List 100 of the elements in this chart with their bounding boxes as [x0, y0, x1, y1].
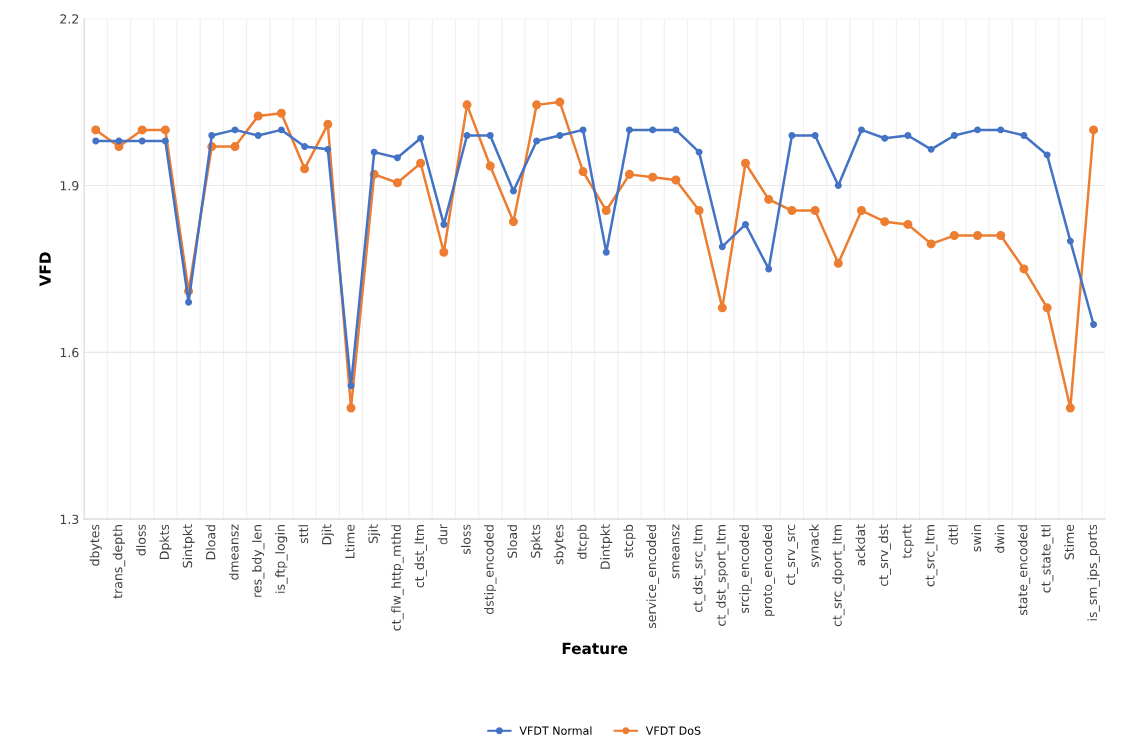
point: [717, 303, 727, 313]
point: [556, 131, 564, 139]
point: [324, 145, 332, 153]
x-tick-label: ct_src_ltm: [924, 525, 938, 587]
point: [810, 206, 820, 216]
point: [393, 154, 401, 162]
point: [323, 119, 333, 129]
x-tick-label: ackdat: [855, 524, 866, 566]
point: [91, 125, 101, 135]
point: [533, 137, 541, 145]
x-tick-label: service_encoded: [646, 525, 659, 629]
x-tick-label: sttl: [298, 525, 309, 544]
x-tick-label: ct_srv_dst: [878, 524, 891, 587]
point: [672, 126, 680, 134]
x-tick-label: dttl: [948, 525, 958, 545]
point: [742, 220, 749, 228]
point: [601, 206, 611, 216]
x-tick-label: ct_dst_src_ltm: [692, 525, 706, 612]
x-tick-label: synack: [809, 524, 822, 567]
x-tick-label: Sintpkt: [182, 524, 195, 568]
y-tick-label: 1.3: [60, 514, 79, 525]
x-tick-label: is_ftp_login: [275, 525, 288, 593]
x-tick-label: Stime: [1064, 524, 1074, 560]
point: [602, 248, 610, 256]
point: [347, 382, 355, 390]
point: [694, 206, 704, 216]
x-tick-label: proto_encoded: [762, 525, 775, 616]
x-tick-label: smeansz: [672, 524, 680, 579]
x-tick-label: srcip_encoded: [739, 525, 752, 613]
point: [1019, 264, 1029, 274]
point: [346, 403, 356, 413]
point: [765, 265, 773, 273]
x-tick-label: Dload: [205, 525, 216, 560]
point: [624, 169, 634, 179]
x-tick-label: stcpb: [623, 524, 636, 558]
point: [1020, 131, 1028, 139]
point: [625, 126, 633, 134]
point: [92, 137, 100, 145]
point: [508, 217, 518, 227]
point: [718, 243, 726, 251]
point: [485, 161, 495, 171]
x-tick-label: sbytes: [553, 524, 566, 565]
point: [439, 247, 449, 257]
point: [740, 158, 751, 168]
point: [1043, 151, 1051, 159]
point: [253, 111, 263, 121]
point: [973, 231, 983, 241]
point: [834, 182, 842, 189]
point: [185, 298, 193, 306]
x-tick-label: dmeansz: [228, 524, 239, 580]
x-tick-label: Sjit: [368, 524, 381, 543]
x-tick-label: ct_dst_ltm: [414, 525, 427, 588]
x-tick-label: res_bdy_len: [251, 525, 265, 597]
point: [392, 178, 402, 188]
point: [463, 131, 471, 139]
x-tick-label: dur: [437, 524, 448, 545]
point: [137, 125, 147, 135]
x-tick-label: swin: [971, 525, 982, 552]
point: [301, 143, 309, 151]
point: [997, 126, 1005, 134]
x-tick-label: state_encoded: [1017, 525, 1031, 615]
point: [300, 164, 310, 174]
x-tick-label: ct_state_ttl: [1040, 525, 1054, 593]
point: [276, 108, 286, 118]
point: [555, 97, 565, 107]
point: [903, 219, 913, 229]
y-tick-label: 1.6: [60, 347, 79, 358]
x-tick-label: Ltime: [344, 524, 355, 558]
point: [974, 126, 982, 134]
point: [161, 137, 169, 145]
x-tick-label: tcprtt: [902, 524, 914, 559]
point: [254, 131, 262, 139]
point: [927, 145, 935, 153]
point: [416, 158, 426, 168]
x-tick-label: Sload: [507, 525, 518, 558]
x-tick-label: Spkts: [530, 524, 543, 558]
x-tick-label: dstip_encoded: [484, 525, 497, 615]
point: [833, 258, 843, 268]
point: [579, 126, 587, 134]
x-tick-label: trans_depth: [112, 525, 126, 599]
x-tick-label: sloss: [460, 524, 471, 554]
point: [764, 194, 774, 204]
point: [138, 137, 146, 145]
point: [695, 148, 703, 156]
y-axis-title: VFD: [39, 252, 51, 287]
x-tick-label: ct_src_dport_ltm: [832, 525, 845, 627]
point: [486, 131, 494, 139]
x-tick-label: Dpkts: [159, 524, 172, 560]
point: [532, 100, 542, 110]
point: [462, 100, 472, 110]
legend-label: VFDT Normal: [519, 726, 592, 735]
point: [881, 134, 889, 142]
point: [230, 142, 240, 152]
point: [277, 126, 285, 134]
point: [949, 231, 959, 241]
legend-label: VFDT DoS: [645, 726, 701, 735]
x-tick-label: ct_dst_sport_ltm: [716, 525, 729, 626]
point: [1089, 125, 1099, 135]
point: [578, 167, 588, 177]
point: [440, 220, 448, 228]
